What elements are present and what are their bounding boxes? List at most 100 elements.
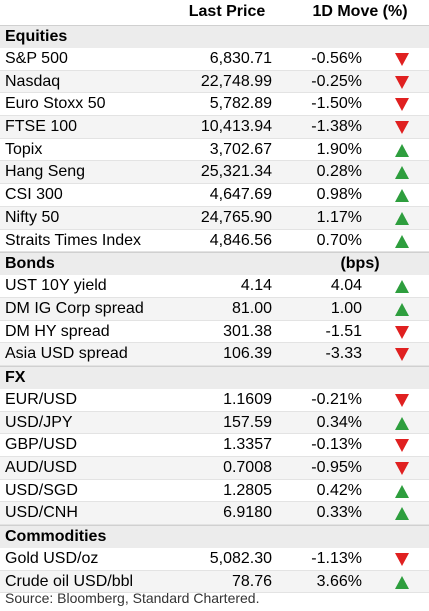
- instrument-name: AUD/USD: [5, 459, 78, 476]
- day-move: 1.00: [330, 299, 362, 317]
- instrument-name: USD/SGD: [5, 481, 78, 499]
- instrument-name: S&P 500: [5, 50, 68, 67]
- section-unit: (bps): [340, 255, 380, 273]
- instrument-name: USD/JPY: [5, 413, 73, 431]
- instrument-name: Topix: [5, 140, 43, 158]
- day-move: -0.21%: [311, 390, 362, 408]
- up-arrow-icon: [395, 280, 409, 294]
- instrument-name: Crude oil USD/bbl: [5, 572, 134, 590]
- table-row: FTSE 100 10,413.94 -1.38%: [0, 116, 429, 139]
- last-price: 6.9180: [223, 504, 272, 522]
- last-price: 10,413.94: [200, 118, 272, 136]
- last-price: 5,082.30: [209, 550, 272, 568]
- section-title: Bonds: [5, 255, 55, 273]
- up-arrow-icon: [395, 575, 409, 589]
- table-row: UST 10Y yield 4.14 4.04: [0, 275, 429, 298]
- instrument-name: GBP/USD: [5, 436, 78, 454]
- down-arrow-icon: [395, 121, 409, 135]
- up-arrow-icon: [395, 416, 409, 430]
- last-price: 1.2805: [223, 481, 272, 499]
- table-row: S&P 500 6,830.71 -0.56%: [0, 48, 429, 71]
- table-row: USD/CNH 6.9180 0.33%: [0, 502, 429, 526]
- up-arrow-icon: [395, 189, 409, 203]
- table-row: Topix 3,702.67 1.90%: [0, 139, 429, 162]
- last-price: 4,846.56: [209, 231, 272, 249]
- last-price: 106.39: [223, 345, 272, 363]
- day-move: -0.95%: [311, 459, 362, 476]
- last-price: 6,830.71: [209, 50, 272, 67]
- section-header: Bonds (bps): [0, 252, 429, 276]
- instrument-name: CSI 300: [5, 186, 63, 204]
- last-price: 4,647.69: [209, 186, 272, 204]
- instrument-name: Straits Times Index: [5, 231, 142, 249]
- table-row: EUR/USD 1.1609 -0.21%: [0, 389, 429, 412]
- day-move: 0.28%: [316, 163, 362, 181]
- day-move: -1.13%: [311, 550, 362, 568]
- down-arrow-icon: [395, 439, 409, 453]
- source-note: Source: Bloomberg, Standard Chartered.: [5, 590, 260, 606]
- instrument-name: Nifty 50: [5, 208, 60, 226]
- last-price: 1.1609: [223, 390, 272, 408]
- down-arrow-icon: [395, 393, 409, 407]
- table-body: Equities S&P 500 6,830.71 -0.56% Nasdaq 22,74…: [0, 25, 429, 594]
- instrument-name: Gold USD/oz: [5, 550, 99, 568]
- table-row: Hang Seng 25,321.34 0.28%: [0, 161, 429, 185]
- last-price-header: Last Price: [188, 3, 266, 20]
- last-price: 78.76: [231, 572, 272, 590]
- up-arrow-icon: [395, 166, 409, 180]
- instrument-name: DM HY spread: [5, 322, 110, 340]
- down-arrow-icon: [395, 325, 409, 339]
- instrument-name: Hang Seng: [5, 163, 86, 181]
- instrument-name: DM IG Corp spread: [5, 299, 144, 317]
- up-arrow-icon: [395, 234, 409, 248]
- up-arrow-icon: [395, 484, 409, 498]
- section-header: Commodities: [0, 525, 429, 549]
- table-row: DM IG Corp spread 81.00 1.00: [0, 297, 429, 321]
- down-arrow-icon: [395, 75, 409, 89]
- table-header: Last Price 1D Move (%): [0, 0, 429, 25]
- table-row: Nifty 50 24,765.90 1.17%: [0, 206, 429, 230]
- up-arrow-icon: [395, 302, 409, 316]
- instrument-name: Nasdaq: [5, 72, 61, 90]
- day-move: 4.04: [330, 277, 362, 295]
- section-header: FX: [0, 365, 429, 389]
- instrument-name: EUR/USD: [5, 390, 78, 408]
- table-row: Asia USD spread 106.39 -3.33: [0, 343, 429, 366]
- last-price: 5,782.89: [209, 95, 272, 113]
- last-price: 0.7008: [223, 459, 272, 476]
- section-title: Equities: [5, 28, 68, 45]
- up-arrow-icon: [395, 211, 409, 225]
- down-arrow-icon: [395, 462, 409, 475]
- last-price: 3,702.67: [209, 140, 272, 158]
- day-move: -1.38%: [311, 118, 362, 136]
- day-move: -0.13%: [311, 436, 362, 454]
- instrument-name: UST 10Y yield: [5, 277, 107, 295]
- last-price: 25,321.34: [200, 163, 272, 181]
- section-title: Commodities: [5, 528, 107, 546]
- down-arrow-icon: [395, 348, 409, 362]
- section-header: Equities: [0, 25, 429, 48]
- table-row: USD/SGD 1.2805 0.42%: [0, 480, 429, 503]
- down-arrow-icon: [395, 53, 409, 66]
- table-row: Nasdaq 22,748.99 -0.25%: [0, 70, 429, 94]
- instrument-name: FTSE 100: [5, 118, 78, 136]
- market-table: Last Price 1D Move (%) Equities S&P 500 6,…: [0, 0, 429, 594]
- section-title: FX: [5, 368, 26, 386]
- day-move: -1.51: [325, 322, 362, 340]
- up-arrow-icon: [395, 507, 409, 521]
- table-row: Euro Stoxx 50 5,782.89 -1.50%: [0, 93, 429, 117]
- table-row: DM HY spread 301.38 -1.51: [0, 321, 429, 344]
- day-move: 0.33%: [316, 504, 362, 522]
- up-arrow-icon: [395, 143, 409, 157]
- table-row: Gold USD/oz 5,082.30 -1.13%: [0, 548, 429, 571]
- day-move: 0.42%: [316, 481, 362, 499]
- move-header: 1D Move (%): [312, 3, 408, 20]
- down-arrow-icon: [395, 553, 409, 567]
- table-row: AUD/USD 0.7008 -0.95%: [0, 457, 429, 480]
- last-price: 1.3357: [223, 436, 272, 454]
- day-move: 1.17%: [316, 208, 362, 226]
- last-price: 301.38: [223, 322, 272, 340]
- last-price: 157.59: [223, 413, 272, 431]
- instrument-name: USD/CNH: [5, 504, 78, 522]
- instrument-name: Asia USD spread: [5, 345, 128, 363]
